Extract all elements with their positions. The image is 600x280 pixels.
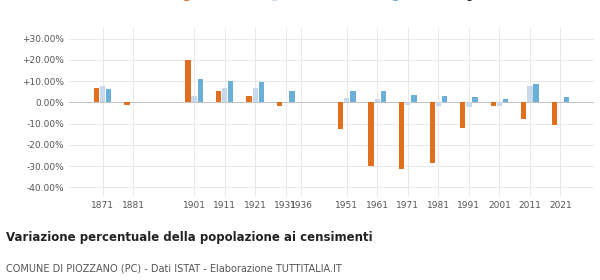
Bar (436, 102, 441, 106)
Bar (442, 96, 447, 102)
Bar (491, 102, 496, 106)
Bar (185, 60, 191, 102)
Bar (533, 84, 539, 102)
Bar (466, 102, 472, 107)
Bar (564, 97, 569, 102)
Bar (106, 88, 112, 102)
Bar (247, 96, 252, 102)
Bar (381, 91, 386, 102)
Bar (216, 91, 221, 102)
Bar (289, 91, 295, 102)
Bar (472, 97, 478, 102)
Bar (124, 102, 130, 104)
Bar (521, 102, 526, 120)
Bar (197, 79, 203, 102)
Legend: Piozzano, Provincia di PC, Em.-Romagna: Piozzano, Provincia di PC, Em.-Romagna (170, 0, 493, 5)
Bar (368, 102, 374, 166)
Bar (100, 87, 105, 102)
Bar (277, 102, 282, 106)
Bar (411, 95, 416, 102)
Text: Variazione percentuale della popolazione ai censimenti: Variazione percentuale della popolazione… (6, 231, 373, 244)
Bar (460, 102, 466, 128)
Bar (551, 102, 557, 125)
Bar (94, 88, 99, 102)
Bar (405, 102, 410, 104)
Bar (503, 99, 508, 102)
Bar (527, 87, 533, 102)
Bar (253, 88, 258, 102)
Bar (259, 82, 264, 102)
Bar (191, 96, 197, 102)
Bar (228, 81, 233, 102)
Bar (399, 102, 404, 169)
Bar (430, 102, 435, 163)
Bar (222, 88, 227, 102)
Bar (497, 102, 502, 106)
Bar (338, 102, 343, 129)
Bar (344, 98, 349, 102)
Bar (350, 91, 356, 102)
Text: COMUNE DI PIOZZANO (PC) - Dati ISTAT - Elaborazione TUTTITALIA.IT: COMUNE DI PIOZZANO (PC) - Dati ISTAT - E… (6, 263, 342, 273)
Bar (374, 99, 380, 102)
